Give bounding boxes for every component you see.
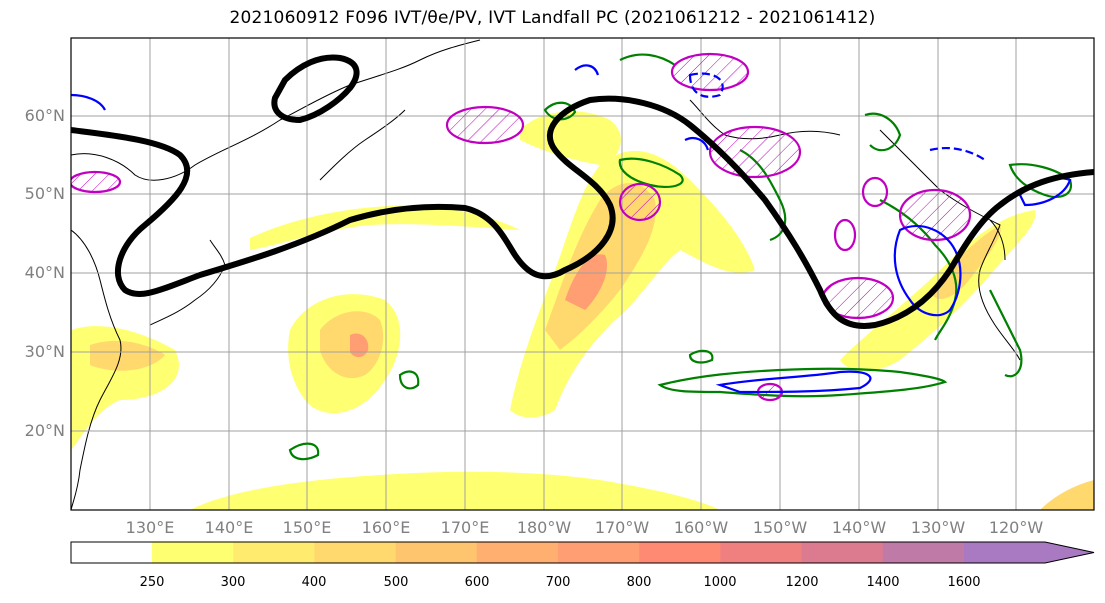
colorbar-tick-700: 700: [545, 575, 571, 590]
theta-e-contour-dateline: [398, 370, 420, 390]
colorbar-frame: [70, 541, 1095, 564]
colorbar-tick-500: 500: [383, 575, 409, 590]
colorbar-tick-1400: 1400: [866, 575, 900, 590]
ivt-region-jet-band: [250, 205, 520, 250]
blue-contour-bc: [893, 225, 962, 317]
theta-e-contour-north-central: [619, 53, 676, 66]
lat-label-50n: 50°N: [24, 184, 65, 203]
ivt-core-west-pacific: [90, 340, 165, 371]
colorbar-tick-1000: 1000: [703, 575, 737, 590]
theta-e-contour-hawaii: [688, 349, 714, 364]
colorbar-segment-600: [476, 542, 559, 563]
theta-e-contour-north-coast: [1008, 163, 1073, 198]
colorbar-segment-1000: [720, 542, 803, 563]
lon-label-160w: 160°W: [673, 518, 729, 537]
colorbar-segment-below: [71, 542, 152, 563]
ivt-pc-contour-main: [71, 95, 1094, 329]
theta-e-contour-california: [989, 289, 1023, 378]
lat-label-30n: 30°N: [24, 342, 65, 361]
lon-label-130e: 130°E: [125, 518, 175, 537]
lat-label-60n: 60°N: [24, 106, 65, 125]
map-frame: [70, 37, 1095, 511]
theta-e-contour-aleutian: [618, 157, 684, 189]
lon-label-150e: 150°E: [282, 518, 332, 537]
map-title: 2021060912 F096 IVT/θe/PV, IVT Landfall …: [229, 8, 876, 28]
pv-contour-small: [833, 218, 857, 252]
colorbar-tick-300: 300: [220, 575, 246, 590]
colorbar-tick-400: 400: [301, 575, 327, 590]
colorbar-segment-800: [639, 542, 721, 563]
lon-label-180w: 180°W: [516, 518, 572, 537]
colorbar-segment-1400: [882, 542, 965, 563]
theta-e-contour-subtropical: [657, 367, 948, 398]
pv-contour-arctic: [670, 52, 750, 92]
colorbar-segment-1600: [964, 542, 1046, 563]
lat-label-20n: 20°N: [24, 421, 65, 440]
theta-e-contour-bering: [543, 101, 577, 121]
blue-contour-dashed-east: [929, 146, 986, 161]
colorbar-tick-800: 800: [626, 575, 652, 590]
coastline-japan: [149, 239, 226, 326]
coastline-korea-china: [71, 229, 122, 510]
blue-contours: [71, 64, 1072, 394]
ivt-peak-atmospheric-river: [565, 254, 608, 310]
pv-contour-bc: [898, 188, 972, 242]
ivt-region-atmospheric-river: [510, 150, 755, 418]
colorbar-tick-1200: 1200: [785, 575, 819, 590]
lon-label-170w: 170°W: [594, 518, 650, 537]
ivt-region-southeast-corner: [1040, 480, 1094, 510]
blue-contour-arctic: [574, 64, 600, 76]
colorbar-extend-arrow: [1045, 542, 1094, 563]
colorbar-segment-1200: [801, 542, 884, 563]
lon-label-130w: 130°W: [910, 518, 966, 537]
ivt-region-northern-arc: [520, 111, 621, 165]
pv-contour-bering: [445, 105, 525, 145]
blue-contour-dashed-north: [688, 72, 724, 98]
lon-label-140w: 140°W: [831, 518, 887, 537]
coastline-asia: [71, 39, 481, 181]
colorbar-segment-300: [233, 542, 315, 563]
ivt-core-west-coast: [930, 225, 1001, 300]
coastline-kamchatka: [319, 109, 406, 181]
coastline-north-america: [879, 129, 1021, 361]
colorbar-tick-600: 600: [464, 575, 490, 590]
lon-label-120w: 120°W: [988, 518, 1044, 537]
colorbar-tick-1600: 1600: [947, 575, 981, 590]
lat-label-40n: 40°N: [24, 263, 65, 282]
lon-label-170e: 170°E: [440, 518, 490, 537]
theta-e-contour-west: [288, 442, 320, 461]
colorbar-segment-700: [558, 542, 640, 563]
pv-contour-northwest: [71, 170, 122, 194]
blue-contour-gulf: [684, 136, 710, 151]
pv-contour-aleutian: [618, 182, 662, 222]
coastline-pacific-northwest: [989, 219, 1006, 261]
coastlines: [71, 39, 1021, 510]
colorbar-segment-400: [314, 542, 397, 563]
map-plot-area: [71, 38, 1094, 510]
blue-contour-west: [71, 93, 106, 111]
ivt-peak-central-blob: [350, 333, 369, 358]
pv-contour-small-2: [861, 176, 889, 208]
colorbar-segment-500: [395, 542, 478, 563]
lon-label-160e: 160°E: [361, 518, 411, 537]
ivt-region-southern-band: [190, 471, 720, 510]
theta-e-contour-north-east: [864, 112, 902, 152]
lon-label-140e: 140°E: [204, 518, 254, 537]
blue-contour-subtropical: [715, 370, 872, 394]
colorbar-segment-250: [152, 542, 234, 563]
graticule: [71, 38, 1094, 510]
colorbar-tick-250: 250: [139, 575, 165, 590]
ivt-pc-contour-loop: [271, 54, 360, 124]
colorbar: [70, 541, 1095, 564]
lon-label-150w: 150°W: [752, 518, 808, 537]
